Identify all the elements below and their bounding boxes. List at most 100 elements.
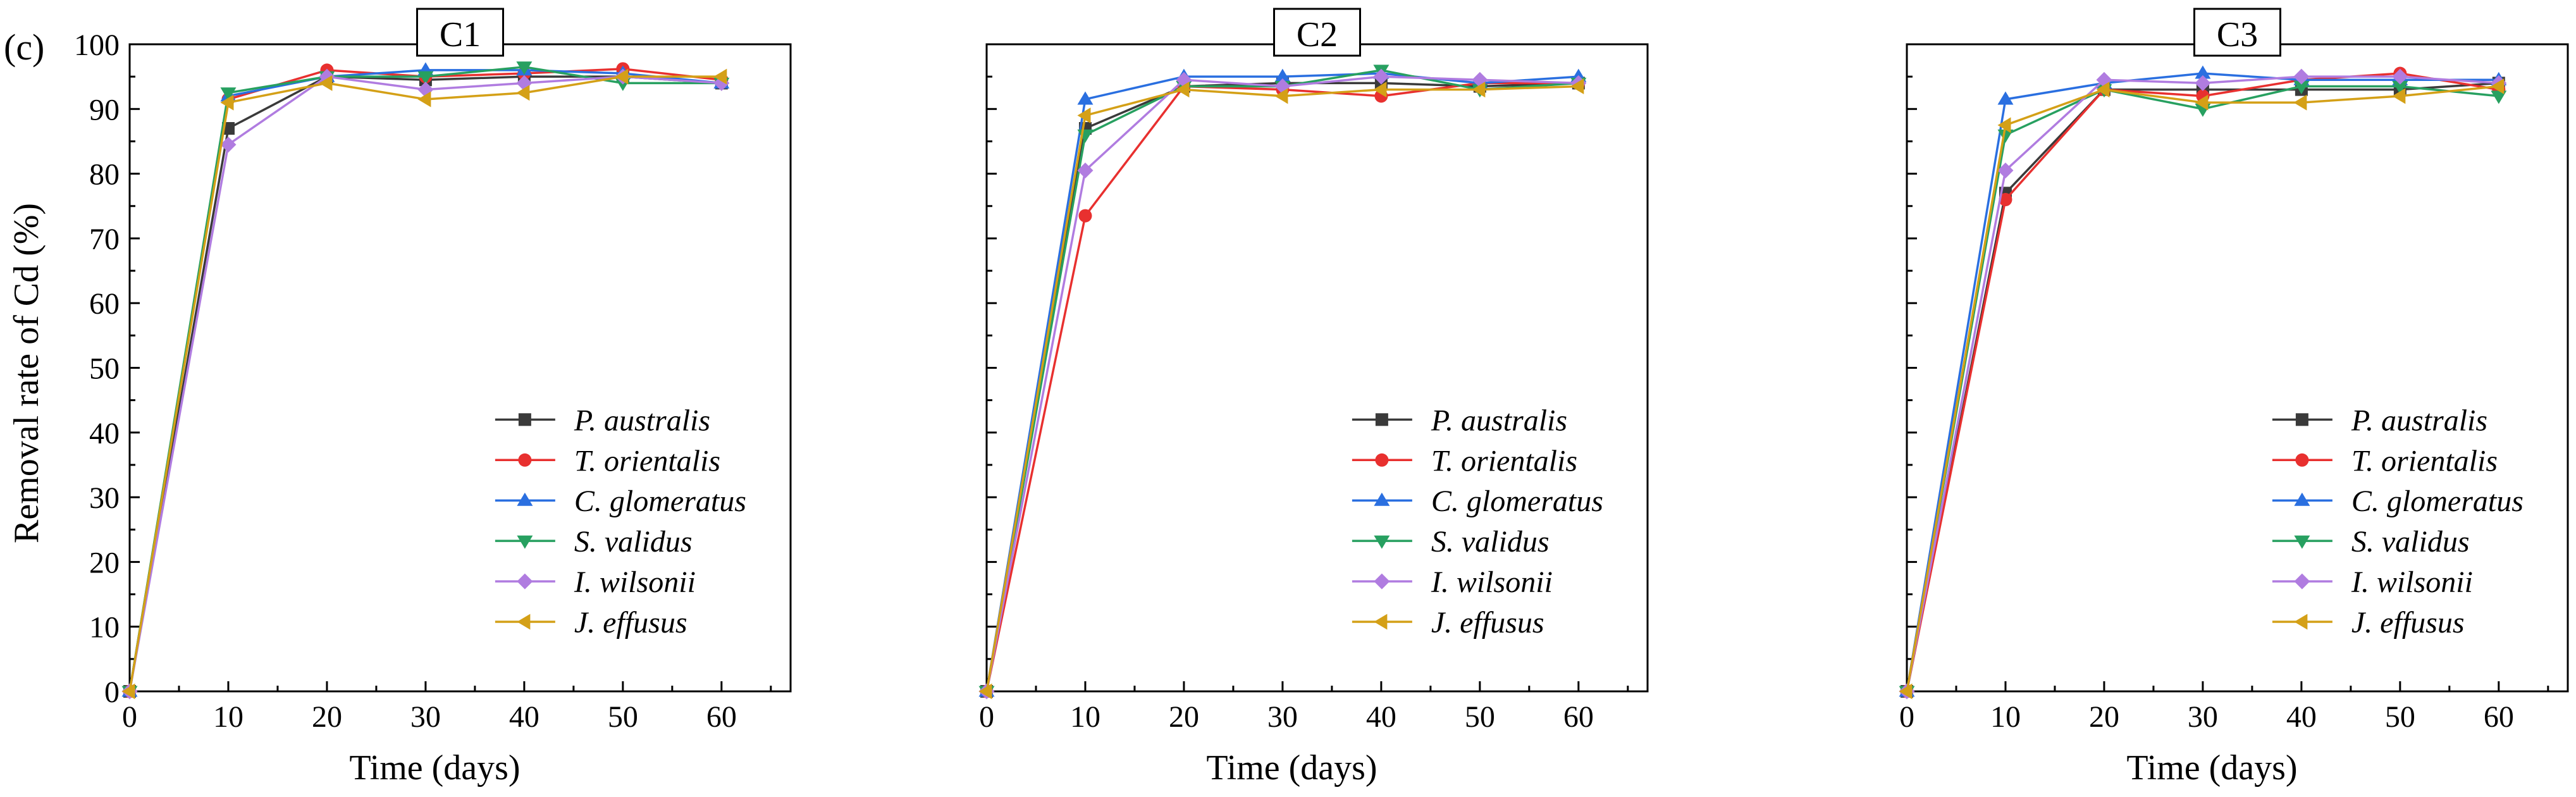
series-line (1906, 82, 2499, 692)
x-tick-label: 50 (2385, 700, 2415, 734)
y-tick-label: 30 (89, 481, 120, 515)
data-point (2392, 80, 2408, 94)
series-line (985, 85, 1579, 692)
y-tick-label: 70 (89, 223, 120, 256)
legend-entry: T. orientalis (2351, 444, 2498, 478)
data-point (1077, 162, 1094, 178)
legend-marker (1374, 573, 1390, 590)
data-point (1899, 683, 1913, 700)
chart-panel-3: C3 0 10 20 30 40 50 60 Time (days) P. australis T.… (1899, 8, 2569, 788)
data-point (1472, 82, 1486, 98)
data-point (2293, 68, 2310, 85)
legend-entry: J. effusus (2351, 606, 2465, 639)
y-tick-label: 0 (104, 676, 120, 709)
chart-title: C1 (440, 15, 481, 54)
x-axis-label: Time (days) (349, 748, 520, 788)
data-point (2293, 94, 2307, 111)
legend-entry: P. australis (2351, 404, 2487, 437)
x-tick-label: 20 (1169, 700, 1199, 734)
data-point (2096, 82, 2110, 98)
legend-marker (517, 492, 533, 506)
legend-marker (1374, 614, 1388, 630)
data-point (1078, 209, 1092, 223)
legend-entry: I. wilsonii (2351, 565, 2473, 599)
legend-entry: T. orientalis (574, 444, 720, 478)
legend-marker (2294, 492, 2310, 506)
title-box (416, 8, 504, 57)
data-point (978, 683, 992, 700)
legend-entry: J. effusus (1431, 606, 1544, 639)
legend-entry: S. validus (1431, 525, 1550, 559)
x-tick-label: 0 (1899, 700, 1914, 734)
figure-label: (c) (4, 27, 44, 68)
legend-marker (517, 535, 533, 549)
x-tick-label: 60 (706, 700, 737, 734)
data-point (516, 85, 530, 101)
data-point (319, 75, 333, 91)
x-tick-label: 40 (2286, 700, 2317, 734)
data-point (615, 68, 629, 85)
data-point (1274, 88, 1288, 104)
x-tick-label: 60 (2484, 700, 2514, 734)
data-point (2195, 75, 2211, 91)
data-point (2195, 65, 2211, 79)
data-point (220, 94, 234, 111)
legend-entry: I. wilsonii (1431, 565, 1553, 599)
legend-entry: C. glomeratus (2351, 485, 2524, 518)
chart-title: C3 (2217, 15, 2258, 54)
legend-marker (1374, 492, 1390, 506)
data-point (417, 91, 431, 108)
data-point (1373, 82, 1387, 98)
data-point (1997, 117, 2011, 133)
legend-marker (1375, 453, 1389, 467)
x-tick-label: 40 (1366, 700, 1396, 734)
data-point (2195, 94, 2209, 111)
legend-entry: S. validus (574, 525, 693, 559)
legend-entry: P. australis (574, 404, 710, 437)
x-tick-label: 10 (1990, 700, 2021, 734)
legend-marker (518, 413, 531, 426)
y-tick-label: 10 (89, 611, 120, 645)
data-point (2392, 88, 2406, 104)
x-tick-label: 50 (608, 700, 638, 734)
legend-marker (518, 453, 532, 467)
data-point (1999, 193, 2012, 207)
data-point (2491, 90, 2507, 104)
data-point (1997, 162, 2014, 178)
chart-title: C2 (1297, 15, 1338, 54)
y-tick-label: 20 (89, 546, 120, 579)
title-box (2193, 8, 2281, 57)
legend-marker (2294, 614, 2308, 630)
legend-entry: I. wilsonii (574, 565, 696, 599)
series-line (1906, 75, 2499, 692)
data-point (1997, 129, 2014, 143)
legend-entry: C. glomeratus (574, 485, 746, 518)
data-point (220, 87, 237, 101)
x-tick-label: 50 (1465, 700, 1495, 734)
legend-marker (517, 614, 531, 630)
y-tick-label: 100 (74, 28, 120, 62)
data-point (1570, 78, 1584, 94)
data-point (2491, 78, 2505, 94)
legend-entry: S. validus (2351, 525, 2470, 559)
x-axis-label: Time (days) (2126, 748, 2297, 788)
x-tick-label: 10 (1070, 700, 1100, 734)
legend-marker (2294, 535, 2310, 549)
data-point (417, 71, 434, 85)
data-point (713, 68, 727, 85)
legend-marker (2294, 573, 2310, 590)
data-point (516, 61, 533, 75)
series-line (1906, 85, 2499, 692)
data-point (220, 137, 237, 153)
data-point (1176, 82, 1190, 98)
y-tick-label: 60 (89, 287, 120, 321)
data-point (713, 75, 730, 91)
x-tick-label: 20 (312, 700, 342, 734)
x-tick-label: 30 (1267, 700, 1298, 734)
x-tick-label: 30 (2188, 700, 2218, 734)
x-axis-label: Time (days) (1206, 748, 1377, 788)
legend-marker (1374, 535, 1390, 549)
data-point (2293, 80, 2310, 94)
legend-marker (517, 573, 533, 590)
